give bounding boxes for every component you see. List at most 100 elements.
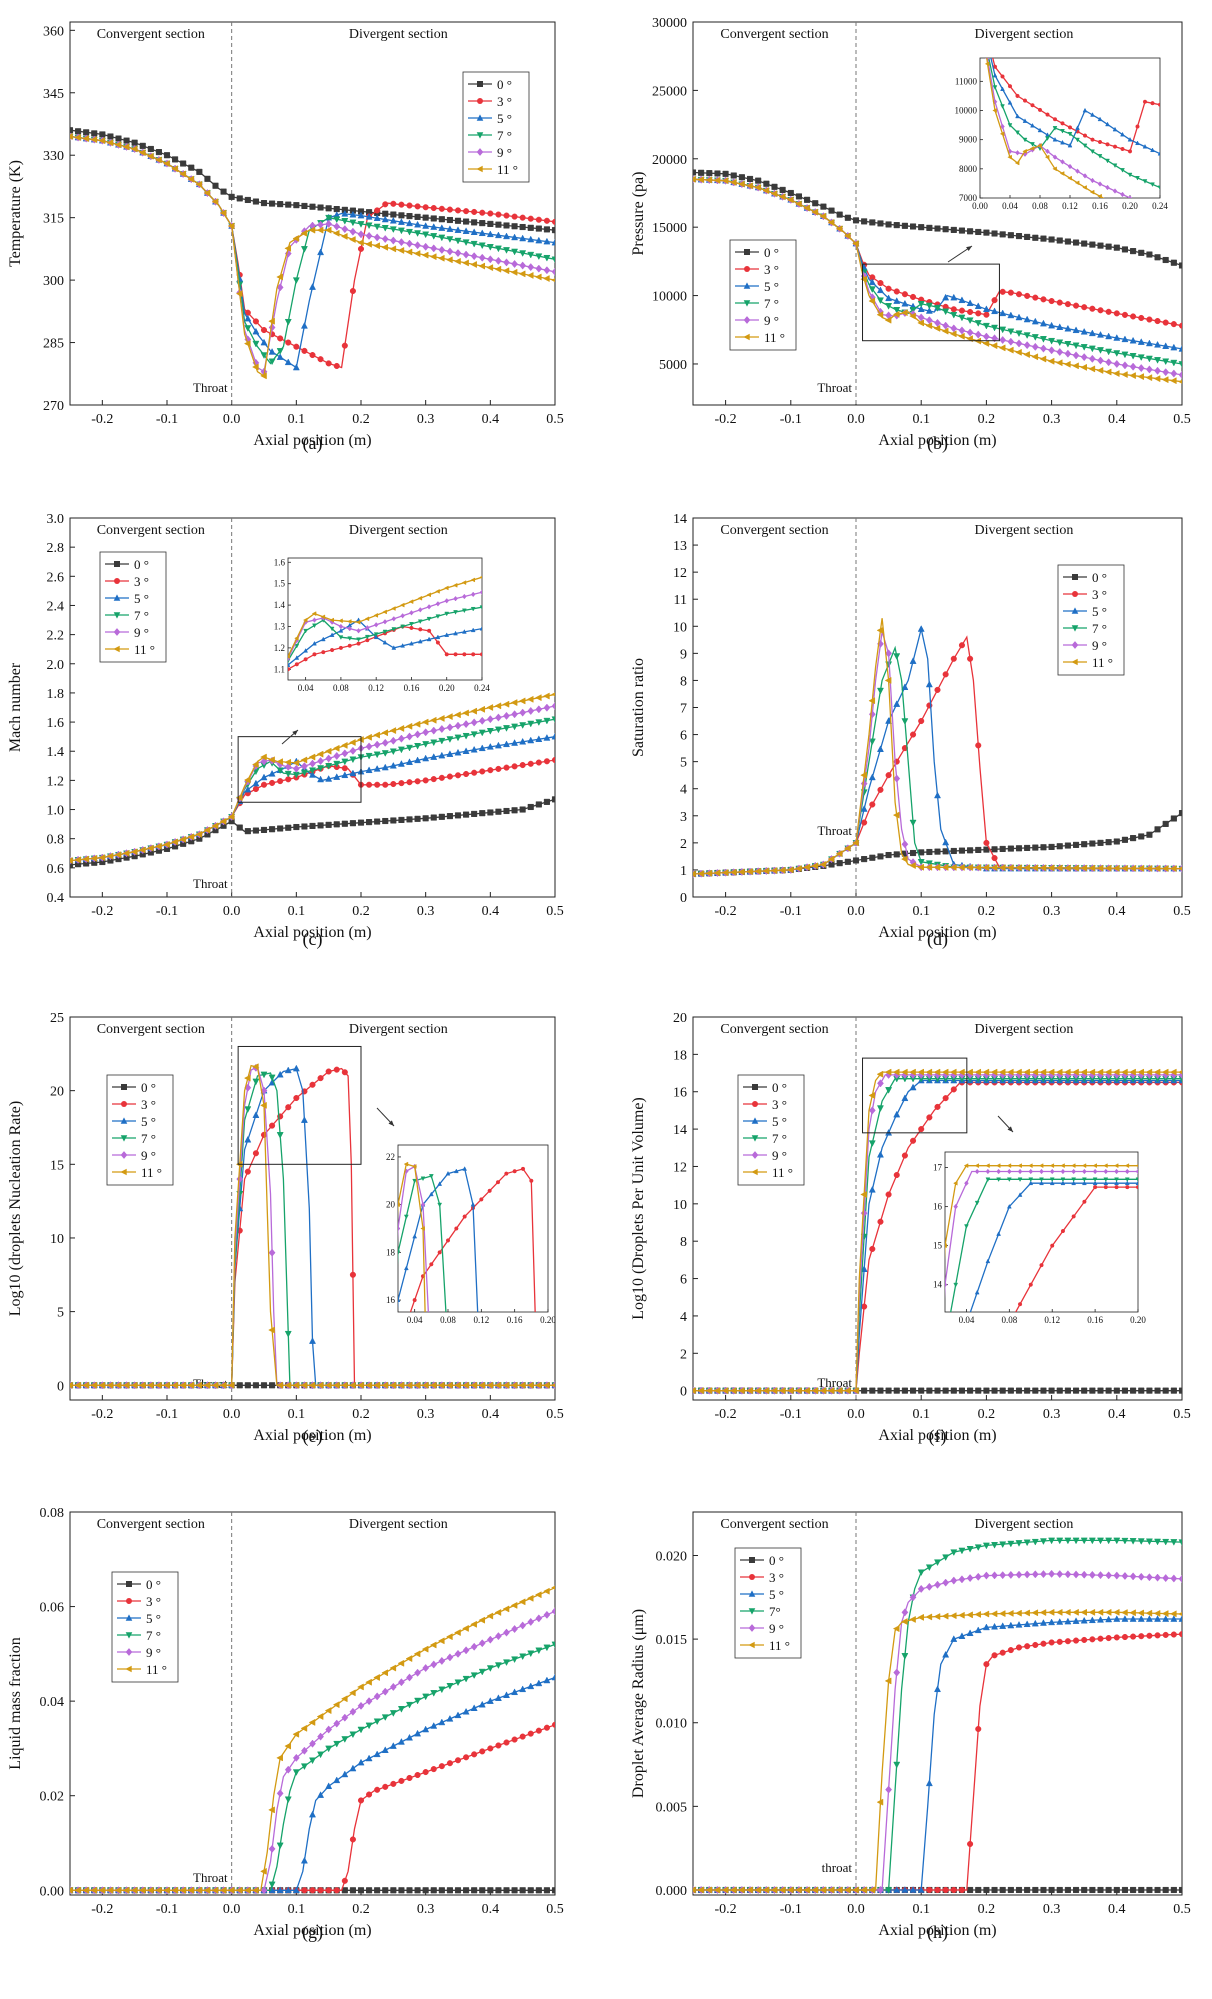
data-point-5 (827, 855, 835, 863)
y-tick-label: 2 (680, 1347, 687, 1362)
data-point-5 (949, 1612, 957, 1620)
data-point-5 (227, 1886, 235, 1894)
data-point-4 (430, 244, 438, 253)
data-point-3 (414, 230, 422, 237)
data-point-2 (868, 1185, 876, 1193)
data-point-4 (292, 1753, 300, 1762)
data-point-5 (1023, 1609, 1030, 1617)
data-point-5 (729, 1886, 737, 1894)
data-point-1 (885, 285, 892, 292)
data-point-3 (333, 216, 341, 224)
data-point-5 (811, 862, 819, 870)
data-point-3 (276, 1132, 284, 1139)
data-point-2-inset (996, 1231, 1002, 1236)
data-point-3 (991, 1542, 999, 1549)
data-point-1 (1113, 1634, 1120, 1641)
data-point-5 (762, 187, 770, 195)
data-point-3-inset (1028, 1177, 1034, 1183)
data-point-0 (1015, 845, 1023, 852)
data-point-3 (1072, 342, 1080, 350)
data-point-3 (1064, 1537, 1072, 1545)
data-point-5-inset (1067, 175, 1072, 181)
data-point-5 (349, 1689, 356, 1697)
data-point-5-inset (1089, 189, 1095, 195)
zoom-region-box (862, 1057, 968, 1134)
data-point-5 (219, 1381, 227, 1389)
data-point-0 (1032, 1387, 1039, 1394)
data-point-2 (478, 1700, 486, 1708)
series-0 (70, 127, 555, 234)
data-point-5 (1096, 864, 1104, 872)
data-point-5-inset (995, 1163, 1001, 1169)
data-point-4 (438, 1656, 446, 1665)
inset-x-tick-label: 0.08 (1001, 1315, 1017, 1325)
data-point-0 (357, 1887, 365, 1894)
y-tick-label: 18 (673, 1048, 687, 1063)
data-point-4-inset (382, 619, 388, 625)
series-line-4-inset (945, 1170, 1138, 1299)
data-point-5 (543, 692, 550, 700)
data-point-3 (527, 1650, 535, 1658)
data-point-4 (1056, 347, 1064, 357)
inset-x-tick-label: 0.16 (1092, 201, 1108, 211)
y-axis-label: Mach number (7, 662, 24, 752)
data-point-5 (462, 1624, 469, 1632)
legend-label: 5 ° (134, 591, 149, 606)
data-point-4 (1007, 1570, 1015, 1579)
data-point-1 (349, 288, 356, 295)
data-point-1 (293, 343, 300, 350)
data-point-4 (1056, 1570, 1064, 1579)
legend-marker (752, 1084, 758, 1090)
x-tick-label: 0.5 (546, 1902, 564, 1917)
y-tick-label: 0.00 (40, 1884, 65, 1899)
data-point-0 (495, 1887, 502, 1894)
data-point-2 (543, 734, 551, 741)
data-point-5 (260, 1101, 267, 1109)
data-point-1 (406, 202, 413, 209)
data-point-5 (510, 1601, 518, 1609)
data-point-5 (868, 1886, 876, 1894)
data-point-2 (511, 233, 519, 241)
y-tick-label: 3 (680, 810, 687, 825)
data-point-3-inset (347, 636, 353, 641)
y-tick-label: 0.08 (40, 1506, 65, 1521)
data-point-3-inset (953, 1282, 959, 1288)
data-point-5 (534, 273, 542, 281)
data-point-3 (284, 1330, 292, 1338)
data-point-0 (885, 851, 892, 859)
data-point-5 (235, 1886, 243, 1894)
data-point-5 (693, 1387, 696, 1395)
data-point-3 (317, 765, 325, 772)
data-point-3 (901, 1653, 909, 1660)
data-point-4-inset (1090, 177, 1095, 184)
data-point-1-inset (453, 652, 458, 657)
data-point-0 (139, 142, 146, 149)
data-point-4 (1097, 356, 1104, 365)
data-point-4 (365, 231, 373, 240)
data-point-2-inset (1006, 1203, 1012, 1209)
data-point-2 (462, 747, 470, 755)
data-point-3-inset (470, 606, 476, 612)
data-point-1 (1015, 291, 1023, 298)
data-point-2-inset (426, 636, 432, 642)
data-point-0 (244, 828, 251, 835)
data-point-5 (397, 1381, 405, 1389)
data-point-3-inset (1052, 126, 1058, 131)
data-point-1 (495, 1742, 502, 1749)
data-point-0 (885, 1387, 892, 1394)
data-point-5 (892, 1625, 900, 1633)
data-point-1 (357, 245, 365, 252)
data-point-4-inset (1124, 1168, 1130, 1175)
data-point-5 (551, 692, 555, 697)
y-tick-label: 0.4 (47, 891, 65, 906)
data-point-2-inset (435, 634, 441, 640)
data-point-4 (462, 720, 470, 729)
data-point-1-inset (1022, 98, 1028, 103)
data-point-2 (349, 1764, 357, 1772)
data-point-5 (1161, 864, 1169, 872)
data-point-2-inset (1039, 1180, 1044, 1186)
data-point-3 (885, 1887, 893, 1894)
data-point-4 (470, 1642, 478, 1651)
data-point-4 (543, 1610, 551, 1619)
data-point-5 (478, 1381, 486, 1389)
